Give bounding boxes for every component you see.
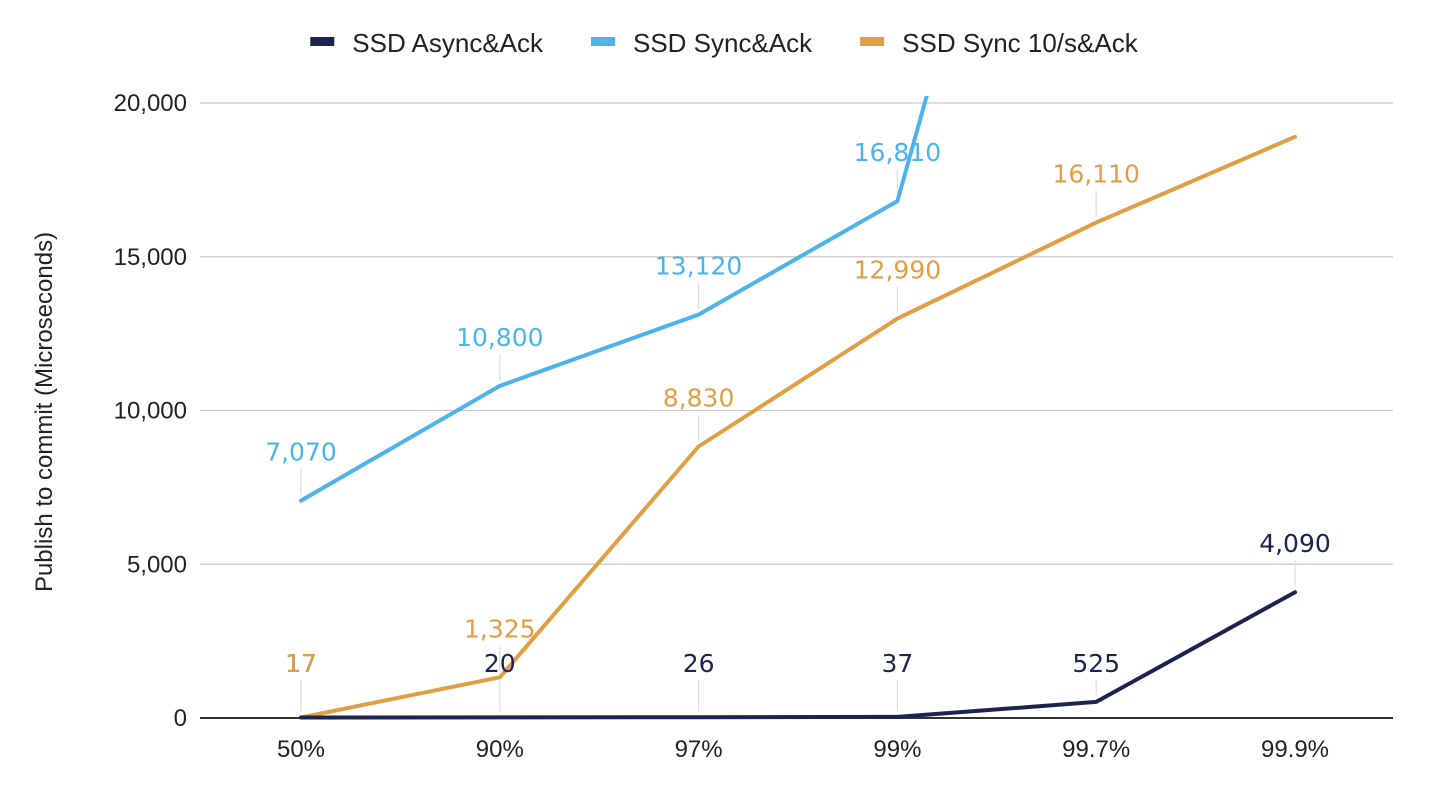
data-label: 17 xyxy=(285,649,317,678)
data-label: 525 xyxy=(1072,649,1120,678)
data-label: 16,110 xyxy=(1052,160,1139,189)
chart-series xyxy=(299,96,1297,720)
data-label: 16,810 xyxy=(854,138,941,167)
y-tick-label: 0 xyxy=(174,705,187,732)
data-label: 20 xyxy=(484,649,516,678)
series-line xyxy=(299,96,929,503)
legend-label: SSD Async&Ack xyxy=(352,28,544,58)
series-line xyxy=(299,590,1297,720)
x-tick-label: 99.9% xyxy=(1261,736,1329,763)
data-label: 10,800 xyxy=(456,323,543,352)
data-label: 8,830 xyxy=(663,383,735,412)
legend-label: SSD Sync&Ack xyxy=(633,28,813,58)
x-axis-ticks: 50% 90% 97% 99% 99.7% 99.9% xyxy=(277,736,1329,763)
legend-swatch xyxy=(860,37,885,46)
x-tick-label: 99% xyxy=(873,736,921,763)
data-label: 17 xyxy=(285,649,317,678)
x-tick-label: 50% xyxy=(277,736,325,763)
chart-legend: SSD Async&Ack SSD Sync&Ack SSD Sync 10/s&A… xyxy=(310,28,1139,58)
x-tick-label: 90% xyxy=(476,736,524,763)
y-tick-label: 20,000 xyxy=(114,90,187,117)
data-label-leaders xyxy=(300,169,1296,712)
chart-gridlines xyxy=(200,102,1393,719)
data-label: 1,325 xyxy=(464,614,536,643)
data-labels: 17 20 26 37 525 4,090 7,070 10,800 13,120 16,810 1… xyxy=(265,138,1331,678)
legend-swatch xyxy=(591,37,616,46)
data-label: 37 xyxy=(881,649,913,678)
data-label: 7,070 xyxy=(265,438,337,467)
data-label: 12,990 xyxy=(854,256,941,285)
y-tick-label: 15,000 xyxy=(114,244,187,271)
y-axis-label: Publish to commit (Microseconds) xyxy=(31,232,58,592)
legend-swatch xyxy=(310,37,335,46)
data-label: 26 xyxy=(683,649,715,678)
x-tick-label: 97% xyxy=(675,736,723,763)
data-label: 13,120 xyxy=(655,252,742,281)
y-tick-label: 10,000 xyxy=(114,398,187,425)
legend-label: SSD Sync 10/s&Ack xyxy=(902,28,1139,58)
y-tick-label: 5,000 xyxy=(127,551,187,578)
y-axis-ticks: 0 5,000 10,000 15,000 20,000 xyxy=(114,90,187,732)
data-label: 4,090 xyxy=(1259,529,1331,558)
x-tick-label: 99.7% xyxy=(1062,736,1130,763)
series-line xyxy=(299,134,1297,720)
